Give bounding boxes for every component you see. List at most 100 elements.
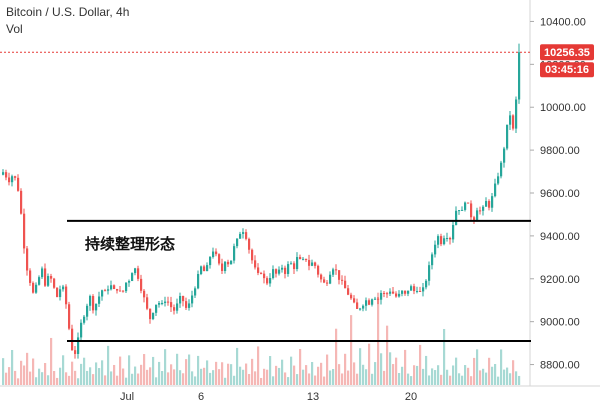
candle-body — [476, 210, 479, 222]
volume-bar — [467, 367, 470, 385]
candle — [269, 273, 272, 287]
volume-bar — [179, 370, 182, 385]
candle — [431, 252, 434, 270]
candle-body — [59, 289, 62, 298]
price-badge-box — [540, 44, 594, 61]
candle — [98, 291, 101, 307]
volume-bar — [380, 353, 383, 385]
candle-body — [332, 269, 335, 275]
candle-body — [326, 282, 329, 284]
volume-bar — [455, 357, 458, 385]
volume-bar — [446, 369, 449, 385]
candle — [131, 272, 134, 282]
candle — [179, 292, 182, 308]
volume-bar — [143, 354, 146, 385]
volume-bar — [326, 354, 329, 385]
candle — [389, 288, 392, 297]
candle-body — [53, 278, 56, 288]
volume-bar — [191, 371, 194, 385]
volume-bar — [98, 368, 101, 385]
candle-body — [155, 304, 158, 313]
candle — [62, 284, 65, 292]
candle — [302, 257, 305, 261]
volume-bar — [137, 373, 140, 385]
candle-body — [263, 273, 266, 279]
y-tick-label: 10400.00 — [540, 16, 586, 28]
volume-bar — [332, 369, 335, 385]
volume-bar — [236, 347, 239, 385]
candle-body — [308, 260, 311, 266]
price-badge-value: 10256.35 — [544, 47, 590, 59]
volume-bar — [356, 373, 359, 385]
volume-bar — [266, 369, 269, 385]
candle — [65, 284, 68, 309]
candle — [395, 291, 398, 298]
candle-body — [74, 350, 77, 354]
candle-body — [494, 183, 497, 197]
volume-bars — [2, 292, 521, 385]
candle — [47, 273, 50, 288]
volume-bar — [440, 374, 443, 385]
volume-bar — [164, 349, 167, 385]
volume-bar — [479, 370, 482, 385]
candle — [155, 304, 158, 317]
candle — [257, 263, 260, 276]
candle — [371, 298, 374, 307]
volume-bar — [287, 377, 290, 385]
candle — [377, 297, 380, 305]
candle — [59, 285, 62, 301]
candle — [89, 294, 92, 311]
candle-body — [485, 201, 488, 207]
candle — [374, 296, 377, 300]
candle — [350, 292, 353, 300]
candle — [8, 172, 11, 186]
volume-bar — [221, 362, 224, 385]
candle-body — [443, 238, 446, 245]
candle-body — [104, 290, 107, 292]
candle — [470, 200, 473, 221]
candle-body — [242, 232, 245, 234]
volume-bar — [362, 364, 365, 385]
volume-bar — [194, 376, 197, 385]
candle-body — [260, 272, 263, 274]
volume-bar — [452, 365, 455, 385]
candle-body — [284, 267, 287, 274]
candle-body — [383, 292, 386, 294]
candle — [440, 233, 443, 247]
candle — [185, 297, 188, 311]
y-tick-label: 8800.00 — [540, 360, 580, 372]
candle-body — [374, 298, 377, 300]
volume-bar — [38, 368, 41, 385]
volume-bar — [11, 349, 14, 385]
candle — [434, 240, 437, 258]
volume-bar — [518, 375, 521, 385]
candle — [206, 262, 209, 272]
volume-bar — [251, 358, 254, 385]
time-axis-ticks: Jul 6 13 20 — [120, 391, 417, 403]
candle — [125, 282, 128, 294]
candle — [101, 289, 104, 301]
candle-body — [464, 202, 467, 210]
candle — [464, 201, 467, 212]
candle — [299, 254, 302, 260]
volume-bar — [230, 364, 233, 385]
volume-bar — [68, 375, 71, 385]
volume-bar — [368, 343, 371, 385]
candle — [263, 270, 266, 284]
volume-bar — [257, 346, 260, 385]
candle — [512, 114, 515, 131]
candle-body — [77, 337, 80, 354]
volume-bar — [398, 372, 401, 385]
candle-body — [377, 298, 380, 300]
candle-body — [452, 224, 455, 240]
candle-body — [92, 296, 95, 311]
candle-body — [8, 177, 11, 183]
candle — [200, 265, 203, 276]
volume-bar — [152, 356, 155, 385]
candle — [284, 265, 287, 279]
volume-bar — [416, 365, 419, 385]
volume-bar — [254, 371, 257, 385]
candle — [281, 264, 284, 273]
candle — [203, 264, 206, 272]
